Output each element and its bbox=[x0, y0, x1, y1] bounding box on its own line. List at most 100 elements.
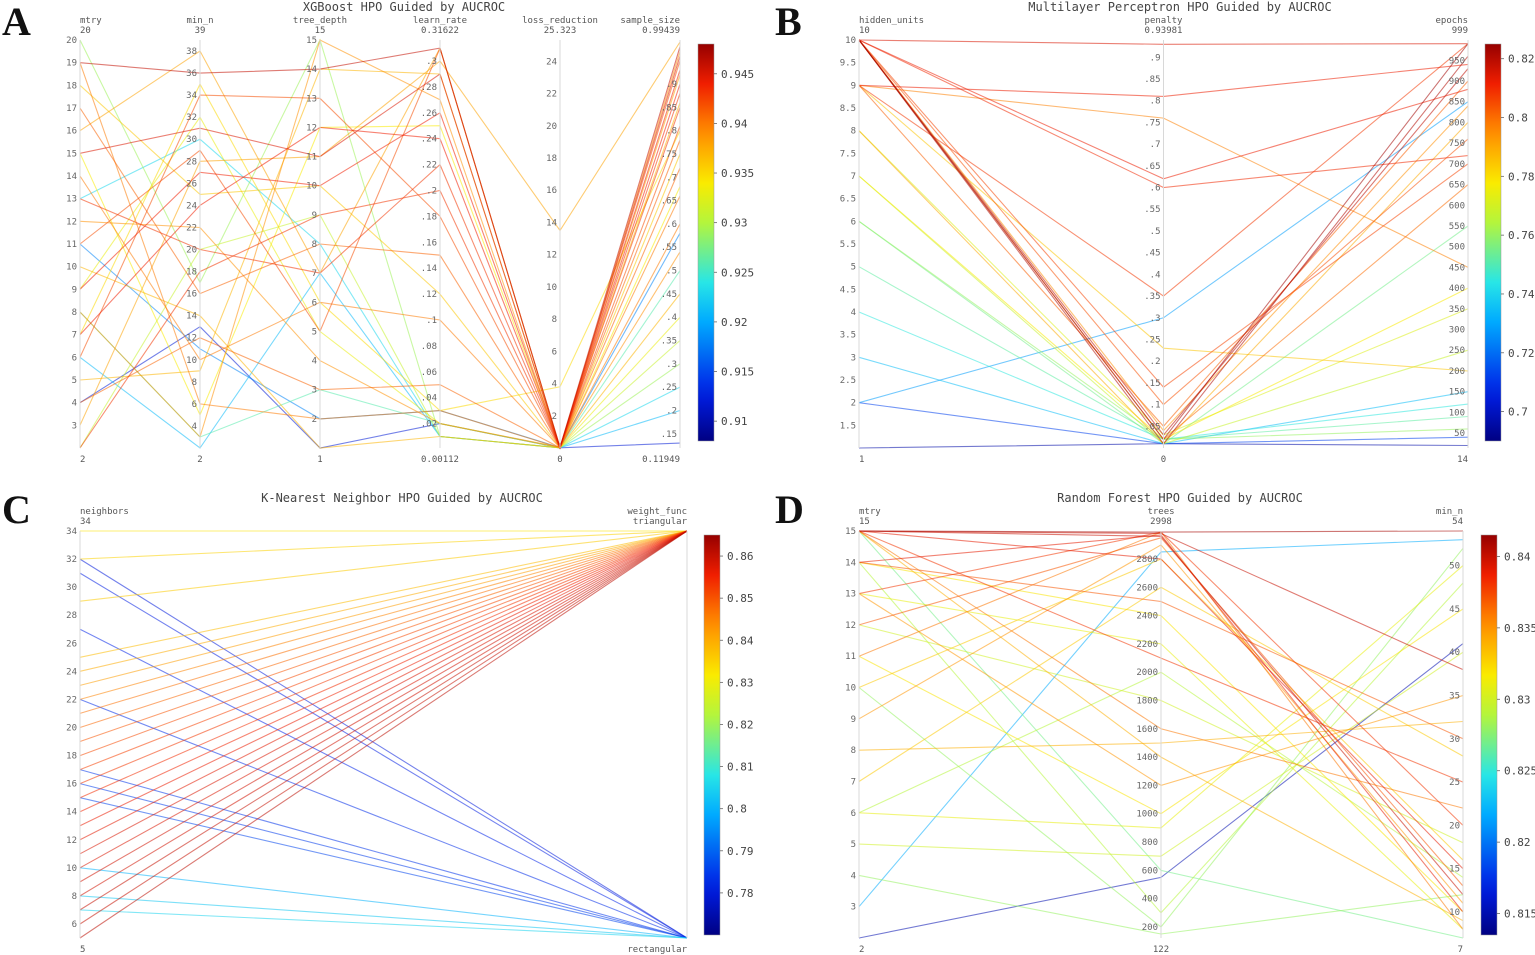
series-line bbox=[79, 769, 688, 939]
axis-tick-label: 8 bbox=[72, 308, 77, 318]
colorbar-tick-label: 0.945 bbox=[721, 68, 754, 81]
axis-tick-label: 800 bbox=[1142, 838, 1158, 848]
axis-tick-label: 9 bbox=[851, 81, 856, 91]
axis-tick-label: 7 bbox=[312, 269, 317, 279]
colorbar-tick-label: 0.81 bbox=[727, 761, 754, 774]
axis-min-label: 0.11949 bbox=[642, 455, 680, 465]
axis-min-label: rectangular bbox=[627, 945, 687, 955]
axis-tick-label: 14 bbox=[845, 558, 856, 568]
colorbar-tick-label: 0.94 bbox=[721, 117, 748, 130]
axis-tick-label: .1 bbox=[426, 316, 437, 326]
axis-tick-label: 50 bbox=[1449, 562, 1460, 572]
axis-tick-label: 350 bbox=[1449, 305, 1465, 315]
series-line bbox=[79, 530, 688, 925]
axis-tick-label: 7 bbox=[851, 172, 856, 182]
series-line bbox=[79, 867, 688, 939]
colorbar-tick-label: 0.7 bbox=[1508, 406, 1528, 419]
panel-letter: A bbox=[2, 0, 31, 44]
chart-title: Multilayer Perceptron HPO Guided by AUCR… bbox=[1028, 0, 1332, 14]
axis-tick-label: 20 bbox=[1449, 821, 1460, 831]
colorbar-tick-label: 0.82 bbox=[1508, 53, 1535, 66]
axis-tick-label: 28 bbox=[66, 611, 77, 621]
series-line bbox=[79, 62, 681, 449]
axis-tick-label: 15 bbox=[66, 149, 77, 159]
axis-max-label: 0.31622 bbox=[421, 26, 459, 36]
axis-tick-label: .16 bbox=[421, 238, 437, 248]
axis-tick-label: 30 bbox=[66, 583, 77, 593]
axis-tick-label: 7 bbox=[72, 331, 77, 341]
axis-tick-label: 14 bbox=[66, 808, 77, 818]
colorbar-tick-label: 0.78 bbox=[727, 887, 754, 900]
axis-tick-label: .5 bbox=[1150, 227, 1161, 237]
axis-tick-label: 8 bbox=[312, 240, 317, 250]
colorbar-tick-label: 0.8 bbox=[727, 803, 747, 816]
series-line bbox=[79, 138, 681, 449]
axis-max-label: 2998 bbox=[1150, 517, 1172, 527]
axis-tick-label: 8.5 bbox=[840, 104, 856, 114]
axis-max-label: 25.323 bbox=[544, 26, 577, 36]
axis-tick-label: 400 bbox=[1449, 284, 1465, 294]
axis-max-label: triangular bbox=[633, 517, 688, 527]
axis-tick-label: 6 bbox=[851, 809, 856, 819]
axis-tick-label: 1600 bbox=[1136, 725, 1158, 735]
colorbar-tick-label: 0.86 bbox=[727, 550, 754, 563]
colorbar-tick-label: 0.815 bbox=[1504, 908, 1535, 921]
axis-tick-label: .05 bbox=[1144, 422, 1160, 432]
parallel-coordinates-chart: mtry20234567891011121314151617181920min_… bbox=[66, 16, 754, 465]
axis-tick-label: 16 bbox=[186, 290, 197, 300]
axis-tick-label: .85 bbox=[1144, 75, 1160, 85]
axis-tick-label: 750 bbox=[1449, 139, 1465, 149]
axis-tick-label: 1400 bbox=[1136, 753, 1158, 763]
series-line bbox=[79, 220, 681, 448]
panel-b: B Multilayer Perceptron HPO Guided by AU… bbox=[767, 0, 1535, 478]
series-lines bbox=[79, 530, 688, 939]
axis-tick-label: .08 bbox=[421, 342, 437, 352]
axis-tick-label: 250 bbox=[1449, 346, 1465, 356]
axis-tick-label: .15 bbox=[661, 430, 677, 440]
axis-tick-label: .2 bbox=[426, 186, 437, 196]
axis-tick-label: 3 bbox=[851, 353, 856, 363]
axis-tick-label: 3 bbox=[851, 903, 856, 913]
colorbar-tick-label: 0.835 bbox=[1504, 622, 1535, 635]
axis-tick-label: .35 bbox=[661, 337, 677, 347]
axis-tick-label: 6 bbox=[72, 353, 77, 363]
series-line bbox=[79, 530, 688, 729]
axis-tick-label: 2000 bbox=[1136, 668, 1158, 678]
axis-tick-label: 3 bbox=[312, 386, 317, 396]
axis-tick-label: 4 bbox=[312, 357, 317, 367]
colorbar-tick-label: 0.83 bbox=[727, 676, 754, 689]
axis-tick-label: 4 bbox=[851, 871, 856, 881]
axis-tick-label: 5 bbox=[72, 376, 77, 386]
colorbar-tick-label: 0.915 bbox=[721, 366, 754, 379]
axis-tick-label: 12 bbox=[186, 334, 197, 344]
series-line bbox=[79, 628, 688, 939]
axis-tick-label: 13 bbox=[306, 94, 317, 104]
colorbar-tick-label: 0.78 bbox=[1508, 170, 1535, 183]
axis-tick-label: 12 bbox=[66, 217, 77, 227]
series-line bbox=[79, 530, 688, 827]
series-line bbox=[79, 530, 688, 560]
axis-tick-label: .9 bbox=[666, 80, 677, 90]
series-line bbox=[79, 530, 688, 743]
chart-title: XGBoost HPO Guided by AUCROC bbox=[302, 0, 506, 14]
axis-tick-label: 12 bbox=[66, 836, 77, 846]
axis-tick-label: 2200 bbox=[1136, 640, 1158, 650]
axis-max-label: 15 bbox=[859, 517, 870, 527]
axis-max-label: 0.93981 bbox=[1145, 26, 1183, 36]
colorbar: 0.815 0.82 0.825 0.83 0.835 0.84 bbox=[1480, 534, 1535, 936]
colorbar-gradient bbox=[1484, 43, 1502, 442]
axis-tick-label: 12 bbox=[546, 251, 557, 261]
axis-tick-label: 1.5 bbox=[840, 421, 856, 431]
axis-tick-label: 15 bbox=[1449, 865, 1460, 875]
axis-tick-label: 6 bbox=[72, 920, 77, 930]
axis-tick-label: 34 bbox=[186, 91, 197, 101]
axis-tick-label: .75 bbox=[661, 150, 677, 160]
axis-tick-label: .4 bbox=[666, 313, 677, 323]
axis-name-label: penalty bbox=[1145, 16, 1184, 26]
axis-tick-label: 300 bbox=[1449, 326, 1465, 336]
axis-tick-label: 9 bbox=[312, 211, 317, 221]
axis-tick-label: 16 bbox=[66, 780, 77, 790]
colorbar-tick-label: 0.82 bbox=[727, 718, 754, 731]
axis-min-label: 0.00112 bbox=[421, 455, 459, 465]
